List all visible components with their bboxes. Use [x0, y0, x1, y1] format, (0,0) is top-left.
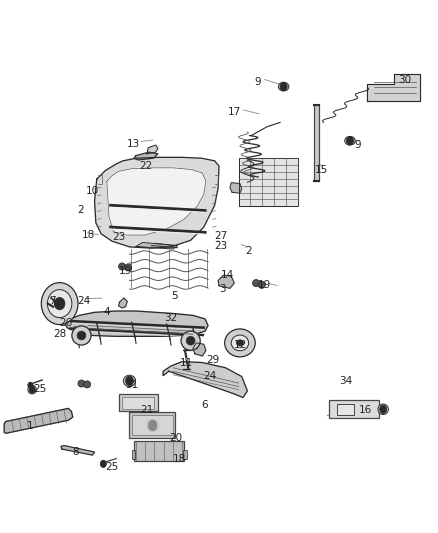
Text: 9: 9	[354, 140, 361, 150]
Ellipse shape	[72, 326, 91, 345]
Text: 19: 19	[119, 266, 132, 276]
Text: 30: 30	[398, 75, 411, 85]
Polygon shape	[218, 275, 234, 288]
Bar	[119, 394, 158, 411]
Text: 18: 18	[173, 455, 187, 464]
Bar	[132, 415, 173, 435]
Polygon shape	[367, 74, 420, 101]
Ellipse shape	[124, 375, 136, 386]
Text: 26: 26	[60, 318, 73, 328]
Ellipse shape	[47, 289, 72, 318]
Ellipse shape	[380, 405, 387, 414]
Ellipse shape	[280, 83, 287, 91]
Ellipse shape	[84, 381, 91, 388]
Polygon shape	[119, 298, 127, 308]
Text: 25: 25	[33, 384, 47, 394]
Ellipse shape	[378, 404, 389, 415]
Ellipse shape	[78, 380, 85, 387]
Text: 14: 14	[221, 270, 234, 280]
Text: 19: 19	[258, 280, 272, 290]
Bar	[329, 400, 379, 418]
Ellipse shape	[181, 331, 200, 350]
Ellipse shape	[279, 82, 289, 91]
Bar	[132, 450, 135, 459]
Text: 34: 34	[339, 376, 352, 386]
Text: 16: 16	[359, 405, 372, 415]
Text: 32: 32	[164, 313, 178, 323]
Text: 3: 3	[219, 284, 226, 294]
Polygon shape	[147, 145, 158, 154]
Text: 31: 31	[125, 380, 138, 390]
Text: 17: 17	[228, 107, 241, 117]
Ellipse shape	[126, 376, 134, 385]
Polygon shape	[134, 152, 158, 160]
Text: 10: 10	[86, 187, 99, 196]
Text: 6: 6	[201, 400, 208, 410]
Bar	[130, 413, 175, 438]
Text: 25: 25	[106, 462, 119, 472]
Ellipse shape	[237, 340, 244, 346]
Text: 7: 7	[49, 296, 55, 306]
Ellipse shape	[225, 329, 255, 357]
Text: 2: 2	[77, 205, 84, 215]
Bar	[314, 105, 319, 181]
Polygon shape	[193, 343, 206, 356]
Bar	[134, 441, 184, 461]
Text: 5: 5	[171, 291, 177, 301]
Text: 18: 18	[81, 230, 95, 240]
Ellipse shape	[77, 331, 86, 340]
Text: 22: 22	[140, 161, 153, 171]
Text: 1: 1	[27, 421, 34, 431]
Ellipse shape	[41, 282, 78, 325]
Text: 27: 27	[215, 231, 228, 241]
Text: 24: 24	[204, 370, 217, 381]
Text: 8: 8	[73, 447, 79, 457]
Ellipse shape	[186, 336, 195, 345]
Text: 28: 28	[53, 329, 66, 339]
Polygon shape	[163, 362, 247, 398]
Ellipse shape	[147, 419, 159, 432]
Text: 15: 15	[315, 165, 328, 175]
Bar	[337, 404, 354, 415]
Polygon shape	[136, 243, 177, 249]
Bar	[183, 450, 187, 459]
Text: 12: 12	[234, 340, 247, 350]
Polygon shape	[239, 158, 297, 206]
Ellipse shape	[100, 460, 106, 467]
Text: 4: 4	[103, 308, 110, 317]
Ellipse shape	[231, 335, 249, 351]
Ellipse shape	[346, 136, 353, 145]
Polygon shape	[61, 446, 95, 455]
Bar	[122, 397, 154, 409]
Ellipse shape	[28, 382, 33, 389]
Polygon shape	[95, 157, 219, 248]
Ellipse shape	[125, 264, 132, 271]
Ellipse shape	[54, 297, 65, 310]
Text: 9: 9	[254, 77, 261, 87]
Polygon shape	[230, 183, 242, 193]
Ellipse shape	[258, 281, 265, 288]
Text: 23: 23	[215, 240, 228, 251]
Text: 11: 11	[180, 358, 193, 368]
Polygon shape	[65, 311, 208, 336]
Ellipse shape	[119, 263, 126, 270]
Text: 20: 20	[169, 433, 182, 442]
Ellipse shape	[28, 385, 36, 394]
Text: 24: 24	[77, 296, 90, 306]
Ellipse shape	[345, 136, 355, 145]
Text: 29: 29	[206, 356, 219, 365]
Polygon shape	[4, 408, 73, 433]
Text: 21: 21	[141, 405, 154, 415]
Polygon shape	[107, 168, 206, 235]
Text: 23: 23	[112, 232, 125, 242]
Text: 13: 13	[127, 139, 141, 149]
Ellipse shape	[148, 420, 157, 431]
Ellipse shape	[253, 280, 260, 287]
Text: 2: 2	[245, 246, 252, 256]
Ellipse shape	[29, 386, 35, 393]
